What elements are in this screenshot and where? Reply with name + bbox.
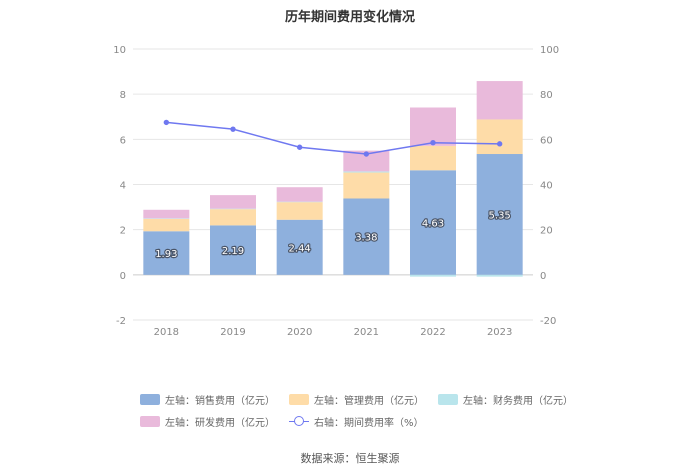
- bar-3-2023: [476, 274, 523, 277]
- legend-label-finance: 左轴：财务费用（亿元）: [463, 395, 573, 407]
- right-axis-tick-label: 60: [540, 135, 553, 146]
- right-axis-tick-label: 40: [540, 181, 553, 192]
- right-axis-tick-label: 0: [540, 271, 546, 282]
- legend-swatch-sales: [140, 393, 160, 405]
- x-axis-tick-label: 2021: [354, 327, 379, 338]
- legend: 左轴：销售费用（亿元） 左轴：管理费用（亿元） 左轴：财务费用（亿元） 左轴：研…: [140, 388, 580, 432]
- bar-3-2020: [276, 201, 323, 203]
- data-label: 5.35: [489, 210, 511, 221]
- legend-label-expense-ratio: 右轴：期间费用率（%）: [314, 417, 424, 429]
- legend-item-admin[interactable]: 左轴：管理费用（亿元）: [289, 392, 424, 407]
- expense-ratio-point: [363, 151, 370, 157]
- data-label: 1.93: [155, 249, 177, 260]
- expense-ratio-point: [163, 119, 170, 126]
- expense-ratio-point: [430, 140, 436, 146]
- bar-2-2018: [143, 218, 190, 232]
- bar-3-2019: [210, 208, 256, 210]
- bar-4-2020: [276, 187, 323, 202]
- legend-label-sales: 左轴：销售费用（亿元）: [165, 395, 275, 407]
- bar-1-2021: [343, 198, 390, 275]
- legend-item-sales[interactable]: 左轴：销售费用（亿元）: [140, 392, 275, 407]
- chart-title: 历年期间费用变化情况: [284, 10, 415, 25]
- legend-swatch-rnd: [140, 415, 160, 427]
- data-label: 3.38: [355, 233, 377, 244]
- legend-item-expense-ratio[interactable]: 右轴：期间费用率（%）: [289, 414, 424, 429]
- legend-line-icon: [289, 415, 309, 427]
- bar-3-2022: [410, 274, 456, 277]
- legend-swatch-admin: [289, 393, 309, 405]
- x-axis-tick-label: 2020: [287, 327, 312, 338]
- left-axis-tick-label: 10: [113, 45, 126, 56]
- left-axis-tick-label: 0: [120, 271, 126, 282]
- bar-4-2023: [476, 81, 523, 120]
- bar-2-2019: [210, 209, 256, 226]
- left-axis-tick-label: 6: [120, 135, 126, 146]
- bar-1-2023: [476, 154, 523, 275]
- legend-item-rnd[interactable]: 左轴：研发费用（亿元）: [140, 414, 275, 429]
- bar-3-2018: [143, 218, 190, 219]
- left-axis-tick-label: 8: [120, 90, 126, 101]
- bar-2-2021: [343, 172, 390, 199]
- legend-label-rnd: 左轴：研发费用（亿元）: [165, 417, 275, 429]
- x-axis-tick-label: 2019: [220, 327, 245, 338]
- x-axis-tick-label: 2023: [487, 327, 512, 338]
- right-axis-tick-label: 20: [540, 226, 553, 237]
- left-axis-tick-label: 4: [120, 181, 126, 192]
- bar-2-2023: [476, 119, 523, 155]
- data-label: 4.63: [422, 219, 444, 230]
- bar-4-2021: [343, 150, 390, 172]
- data-label: 2.44: [289, 243, 311, 254]
- bar-1-2022: [410, 170, 456, 275]
- left-axis-tick-label: 2: [120, 226, 126, 237]
- bar-1-2020: [276, 219, 323, 275]
- expense-ratio-line: [166, 121, 500, 155]
- bar-2-2020: [276, 202, 323, 220]
- bar-1-2019: [210, 225, 256, 275]
- legend-swatch-finance: [438, 393, 458, 405]
- right-axis-tick-label: 80: [540, 90, 553, 101]
- bar-4-2018: [143, 209, 190, 219]
- legend-label-admin: 左轴：管理费用（亿元）: [314, 395, 424, 407]
- bar-4-2022: [410, 107, 456, 146]
- bar-3-2021: [343, 171, 390, 173]
- right-axis-tick-label: 100: [540, 45, 559, 56]
- expense-ratio-point: [296, 144, 303, 150]
- expense-ratio-point: [230, 126, 236, 132]
- right-axis-tick-label: -20: [540, 316, 556, 327]
- bar-1-2018: [143, 231, 190, 275]
- bar-2-2022: [410, 145, 456, 171]
- data-label: 2.19: [222, 246, 244, 257]
- data-source: 数据来源：恒生聚源: [300, 452, 400, 465]
- expense-ratio-point: [496, 141, 503, 147]
- legend-item-finance[interactable]: 左轴：财务费用（亿元）: [438, 392, 573, 407]
- x-axis-tick-label: 2022: [420, 327, 445, 338]
- x-axis-tick-label: 2018: [154, 327, 179, 338]
- bar-4-2019: [210, 195, 256, 209]
- left-axis-tick-label: -2: [116, 316, 126, 327]
